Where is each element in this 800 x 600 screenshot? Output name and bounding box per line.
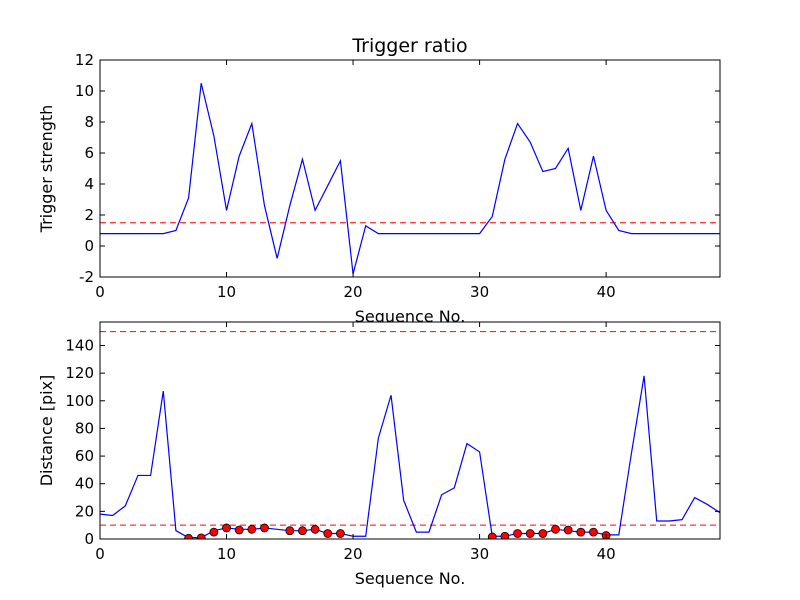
trigger-series-line-0 — [100, 83, 720, 275]
trigger-xtick-label-1: 10 — [217, 283, 236, 301]
distance-ytick-label-5: 100 — [65, 392, 94, 410]
distance-ytick-label-4: 80 — [75, 419, 94, 437]
trigger-ytick-label-6: 10 — [75, 82, 94, 100]
distance-point-18 — [563, 525, 573, 535]
distance-xlabel: Sequence No. — [355, 569, 466, 588]
distance-point-8 — [298, 526, 307, 536]
distance-point-19 — [576, 527, 586, 537]
trigger-axes-frame — [99, 59, 721, 278]
distance-xtick-label-4: 40 — [597, 545, 616, 563]
trigger-title: Trigger ratio — [351, 35, 467, 57]
distance-ylabel: Distance [pix] — [37, 375, 56, 487]
distance-point-14 — [513, 529, 522, 538]
trigger-xtick-label-3: 30 — [470, 283, 489, 301]
trigger-ytick-label-4: 6 — [84, 144, 94, 162]
distance-point-3 — [222, 523, 231, 533]
distance-plot-area — [100, 322, 720, 539]
distance-point-1 — [196, 533, 206, 539]
trigger-ytick-label-5: 8 — [84, 113, 94, 131]
distance-ytick-label-0: 0 — [84, 530, 94, 548]
trigger-plot-content — [100, 83, 720, 275]
trigger-xtick-label-2: 20 — [344, 283, 363, 301]
distance-axes-frame — [99, 321, 721, 540]
distance-point-16 — [538, 529, 548, 538]
trigger-ytick-label-3: 4 — [84, 175, 94, 193]
trigger-ytick-label-0: -2 — [79, 268, 94, 286]
distance-point-6 — [260, 523, 269, 533]
distance-point-20 — [589, 527, 598, 537]
trigger-plot-area — [100, 60, 720, 277]
distance-ytick-label-7: 140 — [65, 336, 94, 354]
trigger-xtick-label-4: 40 — [597, 283, 616, 301]
distance-point-7 — [285, 526, 295, 536]
distance-point-17 — [551, 524, 560, 534]
trigger-ytick-label-1: 0 — [84, 237, 94, 255]
trigger-xlabel: Sequence No. — [355, 307, 466, 326]
trigger-ytick-label-2: 2 — [84, 206, 94, 224]
distance-xtick-label-1: 10 — [217, 545, 236, 563]
trigger-ytick-label-7: 12 — [75, 51, 94, 69]
distance-point-0 — [184, 533, 193, 539]
distance-chart: 0 10 20 30 40 0 20 40 60 80 100 120 140 Sequence No. D… — [37, 321, 721, 588]
distance-ytick-label-1: 20 — [75, 502, 94, 520]
distance-point-10 — [323, 529, 333, 538]
distance-ytick-label-6: 120 — [65, 364, 94, 382]
distance-point-11 — [336, 529, 345, 538]
distance-xtick-label-2: 20 — [344, 545, 363, 563]
distance-xtick-label-0: 0 — [95, 545, 105, 563]
distance-xtick-label-3: 30 — [470, 545, 489, 563]
distance-point-4 — [234, 525, 244, 535]
distance-point-15 — [525, 529, 535, 538]
distance-plot-content — [100, 331, 720, 539]
distance-point-9 — [310, 524, 320, 534]
distance-ytick-label-3: 60 — [75, 447, 94, 465]
trigger-xtick-label-0: 0 — [95, 283, 105, 301]
trigger-ylabel: Trigger strength — [37, 105, 56, 234]
distance-point-13 — [500, 531, 510, 539]
distance-ytick-label-2: 40 — [75, 475, 94, 493]
distance-point-2 — [209, 527, 219, 537]
distance-point-12 — [487, 532, 497, 539]
distance-point-5 — [247, 524, 257, 534]
